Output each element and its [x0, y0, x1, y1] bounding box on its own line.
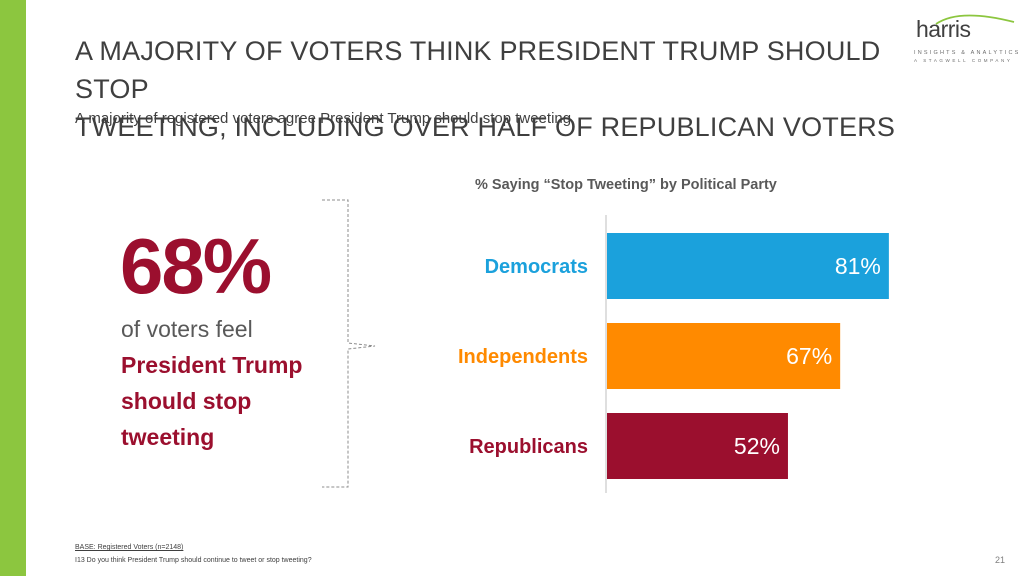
logo-wordmark: harris [916, 16, 971, 42]
bar-democrats [607, 233, 889, 299]
dashed-bracket [322, 199, 376, 488]
logo-parent-company: A STAGWELL COMPANY [914, 58, 1013, 63]
bar-republicans [607, 413, 788, 479]
company-logo: harris INSIGHTS & ANALYTICS A STAGWELL C… [914, 10, 1021, 63]
chart-title: % Saying “Stop Tweeting” by Political Pa… [475, 177, 777, 193]
title-line-1: A MAJORITY OF VOTERS THINK PRESIDENT TRU… [75, 36, 881, 104]
stat-description: of voters feel President Trump should st… [121, 311, 302, 455]
footnote-base: BASE: Registered Voters (n=2148) [75, 544, 184, 551]
footnote-question: I13 Do you think President Trump should … [75, 557, 312, 564]
category-label-democrats: Democrats [485, 256, 588, 278]
category-label-independents: Independents [458, 346, 588, 368]
value-label-republicans: 52% [734, 433, 780, 459]
value-label-democrats: 81% [835, 253, 881, 279]
title-line-2: TWEETING, INCLUDING OVER HALF OF REPUBLI… [75, 112, 896, 142]
page-number: 21 [995, 555, 1006, 565]
bar-independents [607, 323, 841, 389]
stat-desc-line-3: should stop [121, 388, 252, 414]
logo-tagline: INSIGHTS & ANALYTICS [914, 50, 1021, 56]
bar-chart: Democrats 81% Independents 67% Republicans 52… [458, 215, 889, 493]
stat-desc-line-4: tweeting [121, 424, 215, 450]
stat-desc-line-2: President Trump [121, 352, 303, 378]
value-label-independents: 67% [786, 343, 832, 369]
page-subtitle: A majority of registered voters agree Pr… [75, 110, 572, 127]
logo-swoosh-icon [935, 14, 1015, 25]
page-title: A MAJORITY OF VOTERS THINK PRESIDENT TRU… [75, 32, 935, 146]
accent-bar [0, 0, 26, 576]
category-label-republicans: Republicans [469, 436, 588, 458]
headline-stat: 68% [120, 222, 272, 310]
stat-desc-line-1: of voters feel [121, 316, 253, 342]
